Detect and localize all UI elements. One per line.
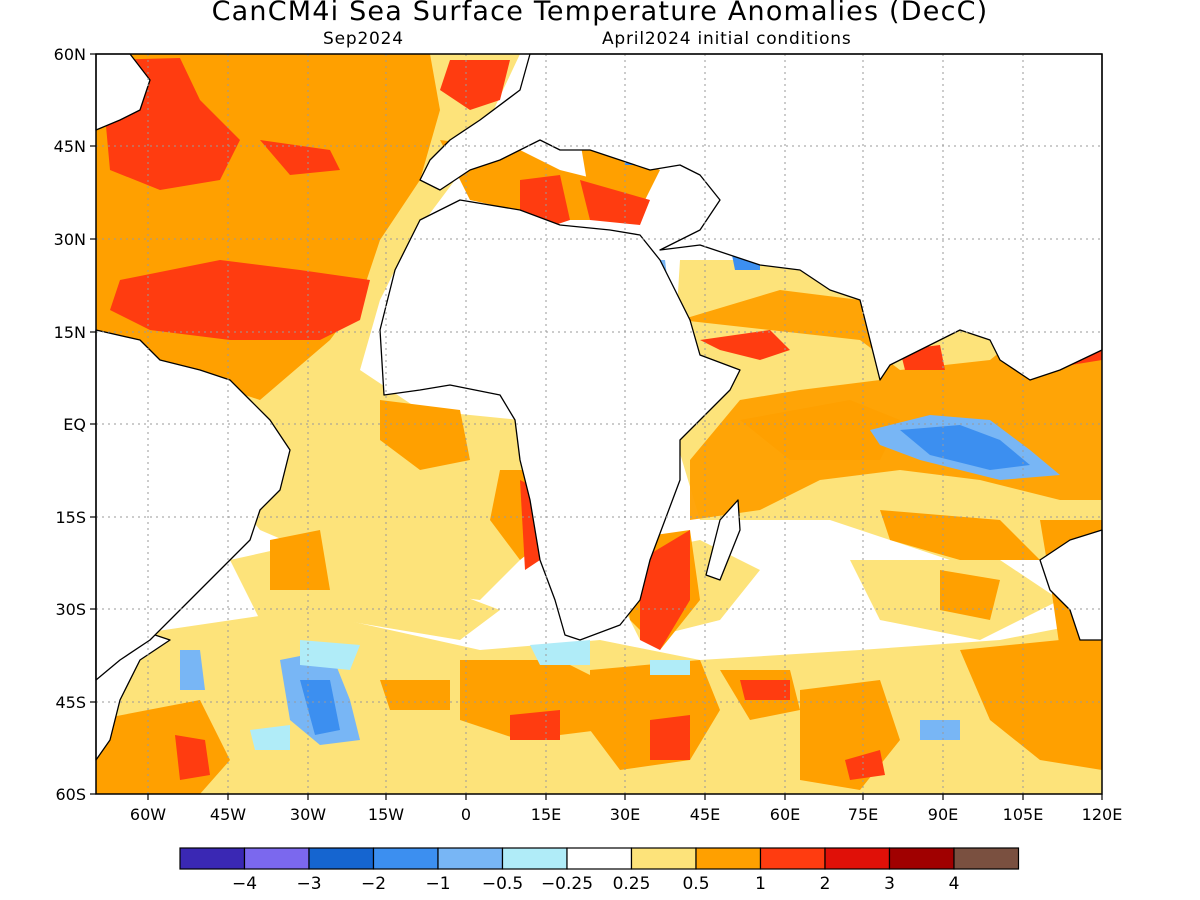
colorbar-label: 0.5: [682, 874, 709, 894]
colorbar-swatch: [888, 847, 955, 870]
lat-label-15n: 15N: [54, 323, 86, 342]
lat-label-60n: 60N: [54, 45, 86, 64]
lat-label-45s: 45S: [55, 693, 86, 712]
colorbar-label: 3: [884, 874, 895, 894]
lon-label-15w: 15W: [368, 805, 404, 824]
lon-label-60e: 60E: [770, 805, 800, 824]
colorbar-swatch: [695, 847, 762, 870]
colorbar-label: −1: [425, 874, 450, 894]
lon-label-30e: 30E: [610, 805, 640, 824]
colorbar-swatch: [437, 847, 504, 870]
lat-label-60s: 60S: [55, 785, 86, 804]
subtitle-month: Sep2024: [323, 29, 404, 49]
colorbar-swatch: [824, 847, 891, 870]
colorbar-label: −3: [296, 874, 321, 894]
colorbar-legend: −4 −3 −2 −1 −0.5 −0.25 0.25 0.5 1 2 3 4: [179, 847, 1020, 894]
colorbar-label: −4: [232, 874, 257, 894]
subtitle-initial-conditions: April2024 initial conditions: [602, 29, 852, 49]
lat-label-30s: 30S: [55, 600, 86, 619]
lat-label-30n: 30N: [54, 230, 86, 249]
colorbar-label: −0.5: [482, 874, 523, 894]
lon-label-120e: 120E: [1082, 805, 1123, 824]
colorbar-label: 2: [820, 874, 831, 894]
lon-label-15e: 15E: [531, 805, 561, 824]
lon-label-45w: 45W: [210, 805, 246, 824]
lat-label-15s: 15S: [55, 508, 86, 527]
lon-label-105e: 105E: [1003, 805, 1044, 824]
colorbar-swatch: [179, 847, 246, 870]
land-masses: [95, 53, 1103, 761]
colorbar-swatch: [372, 847, 439, 870]
colorbar-swatch: [630, 847, 697, 870]
lat-label-45n: 45N: [54, 137, 86, 156]
colorbar-swatch: [308, 847, 375, 870]
colorbar-label: −0.25: [541, 874, 593, 894]
colorbar-label: 1: [755, 874, 766, 894]
lon-label-60w: 60W: [130, 805, 166, 824]
lon-label-30w: 30W: [290, 805, 326, 824]
lon-label-0: 0: [461, 805, 471, 824]
colorbar-label: −2: [361, 874, 386, 894]
colorbar-label: 4: [949, 874, 960, 894]
colorbar-swatch: [566, 847, 633, 870]
colorbar-swatch: [501, 847, 568, 870]
lat-label-eq: EQ: [63, 415, 86, 434]
colorbar-swatch: [759, 847, 826, 870]
lon-label-45e: 45E: [690, 805, 720, 824]
lon-label-75e: 75E: [848, 805, 878, 824]
map-title: CanCM4i Sea Surface Temperature Anomalie…: [211, 0, 989, 27]
colorbar-label: 0.25: [613, 874, 651, 894]
lon-label-90e: 90E: [928, 805, 958, 824]
colorbar-swatch: [243, 847, 310, 870]
colorbar-swatch: [953, 847, 1020, 870]
